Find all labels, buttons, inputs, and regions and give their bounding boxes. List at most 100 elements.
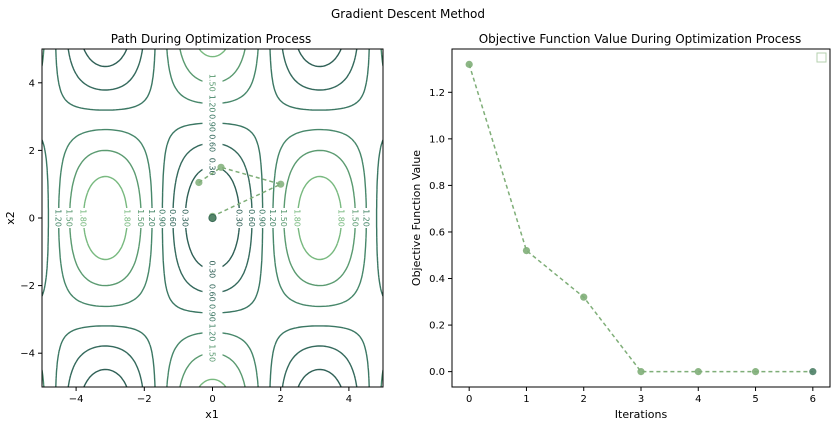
contour-label: 0.90 xyxy=(208,304,217,322)
path-point xyxy=(277,180,285,188)
contour-label: 1.80 xyxy=(337,209,346,227)
objective-panel: Objective Function Value During Optimiza… xyxy=(410,32,831,421)
y-tick-label: 1.0 xyxy=(429,134,445,145)
contour-label: 0.60 xyxy=(208,284,217,302)
contour-label-bg xyxy=(202,137,223,150)
contour-label-bg xyxy=(202,306,223,319)
path-point xyxy=(208,213,217,223)
contour-label: 1.20 xyxy=(147,209,156,227)
contour-label: 1.80 xyxy=(122,209,131,227)
objective-point xyxy=(694,368,702,376)
y-tick-label: 0.4 xyxy=(429,274,445,285)
objective-point xyxy=(522,246,531,255)
contour-label-bg xyxy=(246,208,259,228)
path-point xyxy=(195,178,203,187)
contour-ylabel: x2 xyxy=(4,211,17,225)
x-tick-label: 5 xyxy=(752,394,758,405)
contour-label: 1.50 xyxy=(65,209,74,227)
objective-title: Objective Function Value During Optimiza… xyxy=(479,32,802,46)
y-tick-label: 0.0 xyxy=(429,367,445,378)
contour-line-0.60 xyxy=(67,49,358,387)
y-tick-label: 4 xyxy=(29,78,35,89)
contour-label: 1.50 xyxy=(350,209,359,227)
y-tick-label: −2 xyxy=(20,281,35,292)
contour-label: 1.50 xyxy=(279,209,288,227)
contour-label-bg xyxy=(335,208,348,228)
contour-label-bg xyxy=(156,208,169,228)
contour-ticks: −4 −4 −2 −2 0 0 2 2 4 4 xyxy=(20,78,352,405)
contour-label: 1.20 xyxy=(54,209,63,227)
contour-labels: 0.300.30 0.600.60 0.900.90 1.201.20 1.201.20… xyxy=(52,74,373,362)
y-tick-label: 0.6 xyxy=(429,227,445,238)
contour-label-bg xyxy=(202,326,223,339)
contour-label-bg xyxy=(277,208,290,228)
contour-label: 0.90 xyxy=(157,209,166,227)
objective-series xyxy=(465,60,817,376)
x-tick-label: −4 xyxy=(69,394,84,405)
contour-xlabel: x1 xyxy=(205,408,219,421)
x-tick-label: 0 xyxy=(209,394,215,405)
contour-label: 0.30 xyxy=(180,209,189,227)
contour-label-bg xyxy=(63,208,76,228)
contour-label-bg xyxy=(202,97,223,110)
contour-label: 1.20 xyxy=(268,209,277,227)
contour-label-bg xyxy=(77,208,90,228)
contour-label: 1.20 xyxy=(361,209,370,227)
contour-label-bg xyxy=(266,208,279,228)
x-tick-label: −2 xyxy=(137,394,152,405)
contour-label-bg xyxy=(179,208,192,228)
contour-label: 1.80 xyxy=(78,209,87,227)
contour-label-bg xyxy=(233,208,246,228)
x-tick-label: 6 xyxy=(810,394,816,405)
contour-label: 1.80 xyxy=(293,209,302,227)
objective-line xyxy=(468,64,813,373)
y-tick-label: 0.8 xyxy=(429,181,445,192)
objective-ticks: 0 1 2 3 4 5 6 0.0 0.2 0.4 0.6 0.8 1.0 1.2 xyxy=(429,88,816,405)
contour-label-bg xyxy=(291,208,304,228)
objective-point xyxy=(751,368,760,376)
contour-line-1.20 xyxy=(42,49,383,387)
contour-label-bg xyxy=(360,208,373,228)
x-tick-label: 2 xyxy=(581,394,587,405)
contour-label-bg xyxy=(202,76,223,89)
contour-label: 1.20 xyxy=(208,95,217,113)
contour-panel: Path During Optimization Process 0.30 0.3… xyxy=(4,32,384,421)
contour-label-bg xyxy=(202,117,223,130)
contour-line-0.30 xyxy=(83,49,342,387)
contour-label-bg xyxy=(52,208,65,228)
x-tick-label: 1 xyxy=(523,394,529,405)
contour-label-bg xyxy=(349,208,362,228)
contour-label-bg xyxy=(202,263,223,276)
contour-label-bg xyxy=(135,208,148,228)
contour-label-bg xyxy=(256,208,269,228)
y-tick-label: 0 xyxy=(29,214,35,225)
contour-label-bg xyxy=(202,347,223,360)
optimization-path xyxy=(195,163,285,223)
legend-box xyxy=(816,52,827,63)
y-tick-label: −4 xyxy=(20,349,35,360)
contour-label-bg xyxy=(202,286,223,299)
contour-label: 0.90 xyxy=(208,114,217,132)
contour-label: 1.50 xyxy=(208,344,217,362)
contour-label: 1.50 xyxy=(208,74,217,92)
y-tick-label: 0.2 xyxy=(429,321,445,332)
contour-label: 1.20 xyxy=(208,323,217,341)
objective-xlabel: Iterations xyxy=(615,408,668,421)
contour-label: 0.30 xyxy=(235,209,244,227)
objective-axes-frame xyxy=(451,48,831,388)
contour-label: 0.60 xyxy=(168,209,177,227)
contour-label: 0.30 xyxy=(208,260,217,278)
contour-title: Path During Optimization Process xyxy=(111,32,311,46)
contour-label-bg xyxy=(121,208,134,228)
objective-point xyxy=(580,293,588,301)
contour-label: 0.60 xyxy=(247,209,256,227)
contour-label: 0.60 xyxy=(208,134,217,152)
x-tick-label: 2 xyxy=(278,394,284,405)
figure-suptitle: Gradient Descent Method xyxy=(331,7,485,21)
x-tick-label: 4 xyxy=(346,394,352,405)
objective-point xyxy=(809,368,817,376)
objective-ylabel: Objective Function Value xyxy=(410,150,423,286)
objective-point xyxy=(637,368,645,376)
contour-label-bg xyxy=(146,208,159,228)
